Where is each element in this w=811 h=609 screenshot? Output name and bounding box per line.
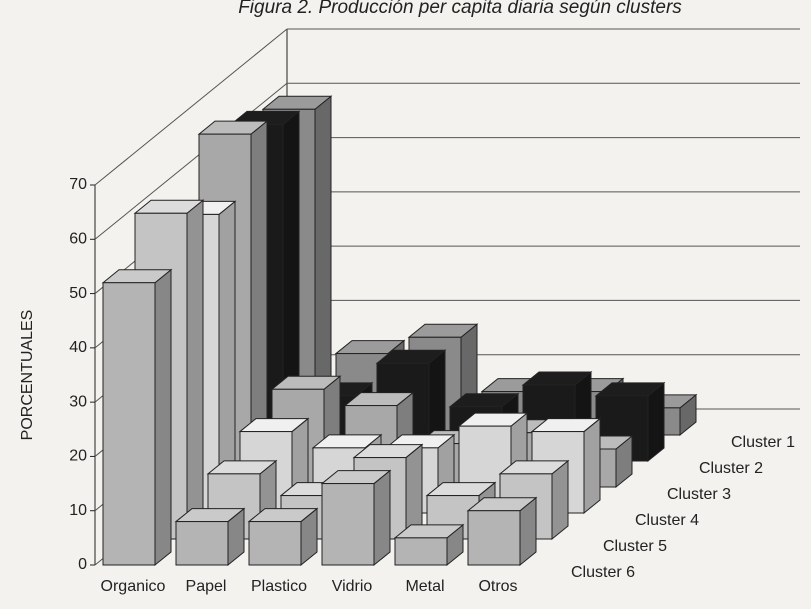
y-tick-label: 70 [69, 176, 87, 193]
bar-side [154, 268, 172, 567]
bar-side [551, 459, 569, 541]
y-tick-label: 60 [69, 231, 87, 248]
legend-label: Cluster 1 [731, 434, 795, 451]
y-tick-label: 10 [69, 502, 87, 519]
x-tick-label: Vidrio [332, 578, 373, 595]
grid-line [94, 28, 288, 186]
y-tick-label: 0 [78, 556, 87, 573]
y-axis-label: PORCENTUALES [19, 310, 36, 441]
bar [321, 483, 375, 566]
x-tick-label: Otros [478, 578, 517, 595]
bar [248, 521, 302, 566]
legend-label: Cluster 5 [603, 538, 667, 555]
bar-side [186, 199, 204, 541]
x-tick-label: Metal [405, 578, 444, 595]
x-tick-label: Papel [186, 578, 227, 595]
legend-label: Cluster 3 [667, 486, 731, 503]
y-tick-label: 40 [69, 339, 87, 356]
grid-line [94, 82, 288, 240]
y-tick-label: 50 [69, 285, 87, 302]
chart-title: Figura 2. Producción per capita diaria s… [238, 0, 682, 18]
bar [102, 282, 156, 566]
bar-side [583, 417, 601, 515]
bar [467, 510, 521, 566]
y-tick-label: 20 [69, 448, 87, 465]
bar [175, 521, 229, 566]
x-tick-label: Organico [101, 578, 166, 595]
bar [394, 537, 448, 566]
y-tick-label: 30 [69, 393, 87, 410]
bar-side [373, 469, 391, 567]
legend-label: Cluster 2 [699, 460, 763, 477]
legend-label: Cluster 4 [635, 512, 699, 529]
x-tick-label: Plastico [251, 578, 307, 595]
bar-side [647, 381, 665, 463]
legend-label: Cluster 6 [571, 564, 635, 581]
